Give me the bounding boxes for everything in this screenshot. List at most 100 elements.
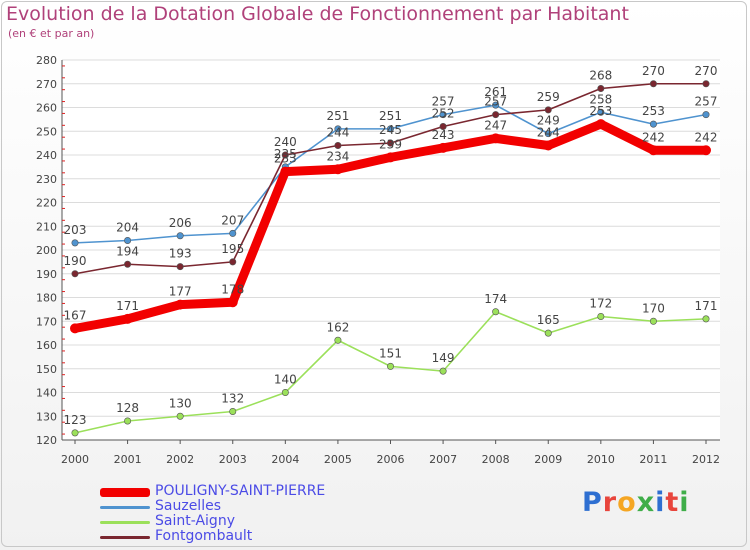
data-label: 140 (274, 373, 297, 387)
data-point (597, 312, 605, 320)
series-saint-aigny: 123 128 130 132 140 162 151 149 174 165 172 170 171 (64, 292, 718, 437)
y-tick-label: 200 (36, 244, 57, 257)
data-label: 128 (116, 401, 139, 415)
x-tick-label: 2008 (482, 453, 510, 466)
legend-swatch (100, 536, 150, 539)
x-tick-label: 2009 (534, 453, 562, 466)
data-point (124, 260, 132, 268)
data-point (386, 139, 394, 147)
data-label: 234 (326, 149, 349, 163)
data-label: 245 (379, 123, 402, 137)
data-label: 249 (537, 114, 560, 128)
data-point (175, 299, 186, 310)
data-point (334, 125, 342, 133)
data-label: 261 (484, 85, 507, 99)
y-tick-label: 210 (36, 220, 57, 233)
data-point (385, 152, 396, 163)
x-tick-label: 2011 (639, 453, 667, 466)
data-label: 174 (484, 292, 507, 306)
y-tick-label: 220 (36, 197, 57, 210)
data-point (122, 313, 133, 324)
data-label: 244 (537, 126, 560, 140)
y-tick-label: 230 (36, 173, 57, 186)
data-label: 193 (169, 247, 192, 261)
legend-label: Fontgombault (155, 528, 253, 544)
data-point (544, 130, 552, 138)
x-tick-label: 2005 (324, 453, 352, 466)
data-label: 171 (116, 299, 139, 313)
data-label: 171 (695, 299, 718, 313)
data-label: 130 (169, 396, 192, 410)
data-label: 178 (221, 282, 244, 296)
data-point (701, 145, 711, 156)
y-tick-label: 240 (36, 149, 57, 162)
data-point (492, 308, 500, 316)
data-label: 170 (642, 301, 665, 315)
data-label: 259 (537, 90, 560, 104)
data-label: 149 (432, 351, 455, 365)
logo-letter: t (665, 487, 680, 518)
data-point (229, 407, 237, 415)
x-tick-label: 2006 (377, 453, 405, 466)
data-label: 252 (432, 107, 455, 121)
data-label: 251 (326, 109, 349, 123)
data-label: 233 (274, 152, 297, 166)
x-tick-label: 2004 (271, 453, 299, 466)
data-point (332, 164, 343, 175)
data-point (71, 429, 79, 437)
data-label: 244 (326, 126, 349, 140)
data-point (544, 106, 552, 114)
data-label: 206 (169, 216, 192, 230)
data-label: 257 (484, 95, 507, 109)
data-point (227, 297, 238, 308)
data-label: 239 (379, 137, 402, 151)
data-point (649, 120, 657, 128)
data-point (649, 80, 657, 88)
data-point (71, 239, 79, 247)
x-tick-label: 2010 (587, 453, 615, 466)
data-label: 177 (169, 285, 192, 299)
proxiti-logo: Proxiti (582, 487, 690, 518)
data-label: 243 (432, 128, 455, 142)
data-point (702, 315, 710, 323)
series-pouligny-saint-pierre: 167 171 177 178 233 234 239 243 247 244 253 242 242 (64, 104, 717, 334)
data-label: 253 (589, 104, 612, 118)
y-tick-label: 160 (36, 339, 57, 352)
data-label: 242 (642, 130, 665, 144)
data-point (544, 329, 552, 337)
data-point (649, 317, 657, 325)
legend-label: Saint-Aigny (155, 513, 235, 529)
data-label: 257 (695, 95, 718, 109)
legend-label: POULIGNY-SAINT-PIERRE (155, 483, 326, 499)
data-point (176, 412, 184, 420)
data-point (229, 229, 237, 237)
legend-swatch (100, 488, 150, 497)
data-point (280, 166, 291, 177)
data-point (702, 111, 710, 119)
logo-letter: x (636, 487, 656, 518)
legend-swatch (100, 506, 150, 509)
data-point (543, 140, 554, 151)
data-point (124, 417, 132, 425)
x-tick-label: 2007 (429, 453, 457, 466)
legend-label: Sauzelles (155, 498, 221, 514)
data-label: 190 (64, 254, 87, 268)
y-tick-label: 180 (36, 292, 57, 305)
y-tick-label: 130 (36, 410, 57, 423)
y-tick-label: 170 (36, 315, 57, 328)
data-point (492, 101, 500, 109)
data-point (124, 237, 132, 245)
data-label: 258 (589, 92, 612, 106)
x-tick-label: 2001 (114, 453, 142, 466)
data-label: 257 (432, 95, 455, 109)
chart-subtitle: (en € et par an) (8, 27, 95, 40)
series-sauzelles: 203204206207235251251257261249258253257 (64, 85, 718, 247)
data-label: 207 (221, 213, 244, 227)
data-label: 167 (64, 308, 87, 322)
data-point (176, 263, 184, 271)
y-tick-label: 250 (36, 125, 57, 138)
data-label: 251 (379, 109, 402, 123)
data-point (648, 145, 659, 156)
data-point (595, 119, 606, 130)
